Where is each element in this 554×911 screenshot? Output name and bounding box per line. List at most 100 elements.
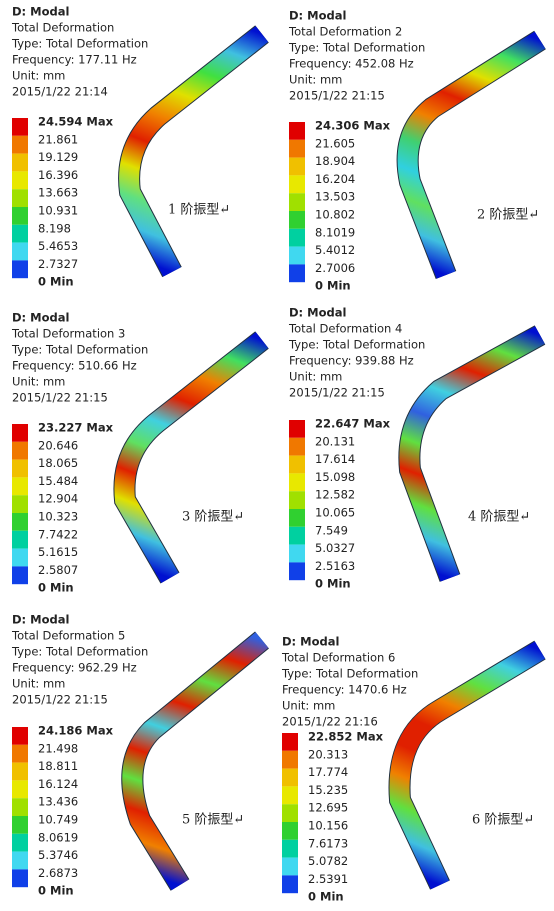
header-title: D: Modal [282,635,339,649]
header-line: Frequency: 452.08 Hz [289,57,414,71]
legend-label: 2.5391 [308,872,348,886]
legend-swatch [12,459,28,478]
header-line: Unit: mm [289,370,342,384]
legend-swatch [289,420,305,438]
header-title: D: Modal [289,306,346,320]
legend-label: 5.4653 [38,239,78,253]
caption: 3 阶振型↵ [182,510,244,525]
legend-swatch [289,562,305,581]
legend-label: 10.931 [38,204,78,218]
legend-label: 18.904 [315,154,355,168]
legend-label: 16.396 [38,168,78,182]
header-line: Unit: mm [12,375,65,389]
legend-label: 13.436 [38,795,78,809]
panel: D: Modal Total Deformation 4 Type: Total D… [288,306,546,591]
header-line: 2015/1/22 21:16 [282,715,378,729]
caption: 6 阶振型↵ [472,813,534,828]
legend-swatch [12,477,28,496]
legend-label: 10.323 [38,510,78,524]
caption: 2 阶振型↵ [477,208,539,223]
legend-swatch [289,246,305,265]
legend-swatch [289,139,305,158]
pipe [389,641,546,890]
legend-swatch [282,750,298,769]
legend-swatch [12,727,28,745]
caption: 4 阶振型↵ [468,510,530,525]
legend-swatch [12,798,28,816]
legend-swatch [289,175,305,194]
legend-label: 7.6173 [308,836,348,850]
legend-label: 22.647 Max [315,417,391,431]
legend-swatch [12,833,28,852]
legend-swatch [282,786,298,805]
legend-label: 21.605 [315,136,355,150]
header-line: Unit: mm [289,73,342,87]
header-line: Type: Total Deformation [288,41,425,55]
legend-swatch [289,544,305,563]
legend-swatch [12,118,28,136]
legend-swatch [12,780,28,799]
pipe [119,26,269,277]
legend-label: 10.156 [308,819,348,833]
legend-swatch [282,822,298,840]
header-line: Type: Total Deformation [288,338,425,352]
legend-swatch [289,122,305,140]
legend-label: 19.129 [38,150,78,164]
legend-label: 2.7327 [38,257,78,271]
header-line: Type: Total Deformation [281,667,418,681]
header-line: 2015/1/22 21:15 [12,391,108,405]
legend-swatch [12,548,28,567]
legend-swatch [12,260,28,279]
legend-swatch [12,135,28,154]
header-line: Unit: mm [12,677,65,691]
legend-swatch [289,264,305,283]
legend-label: 13.663 [38,186,78,200]
legend-label: 5.3746 [38,848,78,862]
caption: 5 阶振型↵ [182,813,244,828]
legend-label: 18.811 [38,759,78,773]
header-title: D: Modal [289,9,346,23]
header-line: Total Deformation 2 [288,25,402,39]
legend-swatch [289,473,305,492]
legend-label: 10.065 [315,506,355,520]
legend-label: 0 Min [38,884,74,898]
legend-swatch [12,242,28,261]
legend-label: 23.227 Max [38,421,114,435]
pipe [399,326,545,582]
legend-swatch [289,526,305,545]
legend-label: 0 Min [38,581,74,595]
legend-swatch [12,869,28,888]
legend-swatch [12,744,28,763]
header-line: 2015/1/22 21:15 [12,693,108,707]
header-line: Frequency: 510.66 Hz [12,359,137,373]
header-line: Type: Total Deformation [11,645,148,659]
legend-swatch [282,804,298,822]
legend-label: 12.582 [315,488,355,502]
legend-label: 10.802 [315,208,355,222]
legend-swatch [289,157,305,176]
legend-swatch [289,455,305,474]
legend-swatch [12,495,28,513]
pipe [397,31,546,279]
header-line: Frequency: 962.29 Hz [12,661,137,675]
legend-swatch [282,857,298,876]
header-line: Total Deformation 5 [11,629,125,643]
legend-swatch [289,437,305,456]
legend-label: 15.484 [38,474,78,488]
header-line: Type: Total Deformation [11,343,148,357]
legend-swatch [12,424,28,442]
header-line: Total Deformation 3 [11,327,125,341]
legend-label: 24.594 Max [38,115,114,129]
legend-label: 12.904 [38,492,78,506]
legend-label: 0 Min [308,890,344,904]
legend-swatch [289,228,305,247]
legend-label: 8.1019 [315,225,355,239]
legend-swatch [12,441,28,460]
header-line: Unit: mm [282,699,335,713]
legend-label: 7.549 [315,523,348,537]
legend-label: 12.695 [308,801,348,815]
header-line: 2015/1/22 21:14 [12,85,108,99]
header-line: Frequency: 1470.6 Hz [282,683,407,697]
header-line: Total Deformation 4 [288,322,402,336]
